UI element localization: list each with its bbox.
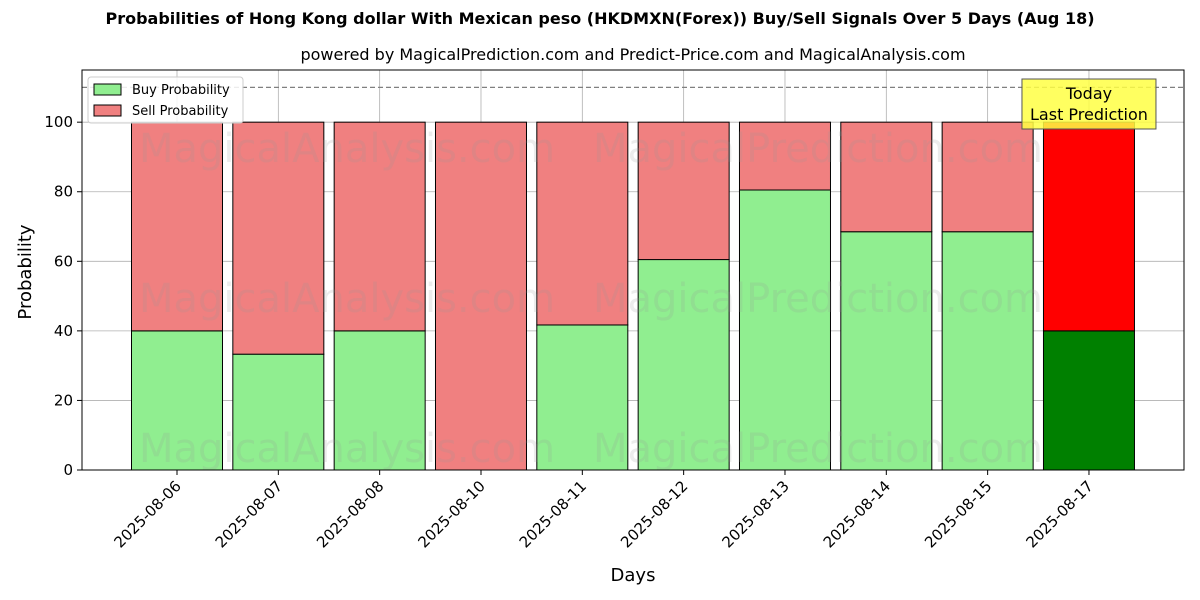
y-tick-label: 0 [63,461,73,479]
x-tick-label: 2025-08-17 [1022,477,1096,551]
buy-bar [840,231,933,471]
x-axis-label: Days [611,565,656,586]
x-tick-label: 2025-08-06 [110,477,184,551]
x-tick-label: 2025-08-12 [617,477,691,551]
watermark-text: MagicalAnalysis.com [139,426,555,472]
y-tick-label: 100 [44,113,73,131]
buy-bar [1042,330,1135,471]
annotation-layer: Today Last Prediction [1021,78,1157,130]
legend-box [87,76,244,124]
sell-bar [840,121,933,233]
x-tick-label: 2025-08-15 [921,477,995,551]
legend-swatch [93,104,122,117]
sell-bar [232,121,325,355]
bar-layer [82,86,1184,471]
sell-bar [1042,121,1135,332]
x-tick-label: 2025-08-11 [516,477,590,551]
x-tick-label: 2025-08-10 [414,477,488,551]
y-tick-label: 40 [54,322,73,340]
today-annotation-text: Today [1065,84,1112,103]
y-axis-label: Probability [15,224,36,319]
sell-bar [738,121,831,191]
y-tick-label: 80 [54,183,73,201]
buy-bar [941,231,1034,471]
sell-bar [333,121,426,332]
buy-bar [536,324,629,471]
watermark-layer: MagicalAnalysis.com MagicalPrediction.com… [139,126,1043,472]
y-tick-label: 20 [54,391,73,409]
buy-bar [637,259,730,471]
sell-bar [536,121,629,326]
x-tick-label: 2025-08-08 [313,477,387,551]
watermark-text: MagicalAnalysis.com [139,126,555,172]
watermark-text: MagicalPrediction.com [593,276,1043,322]
watermark-text: MagicalAnalysis.com [139,276,555,322]
legend-label: Sell Probability [132,104,229,119]
y-tick-label: 60 [54,252,73,270]
today-annotation-box [1021,78,1157,130]
x-tick-label: 2025-08-07 [212,477,286,551]
sell-bar [434,121,527,471]
x-tick-label: 2025-08-14 [820,477,894,551]
watermark-text: MagicalPrediction.com [593,126,1043,172]
plot-frame [81,69,1185,471]
x-tick-label: 2025-08-13 [718,477,792,551]
buy-bar [333,330,426,471]
legend: Buy Probability Sell Probability [87,76,244,124]
today-annotation-text: Last Prediction [1030,105,1148,124]
chart-subtitle: powered by MagicalPrediction.com and Pre… [300,45,966,64]
sell-bar [637,121,730,261]
watermark-text: MagicalPrediction.com [593,426,1043,472]
sell-bar [131,121,223,332]
legend-label: Buy Probability [132,83,230,98]
buy-bar [738,189,831,471]
buy-bar [232,353,325,471]
legend-swatch [93,83,122,96]
chart-title: Probabilities of Hong Kong dollar With M… [105,9,1095,28]
sell-bar [941,121,1034,233]
buy-bar [131,330,223,471]
